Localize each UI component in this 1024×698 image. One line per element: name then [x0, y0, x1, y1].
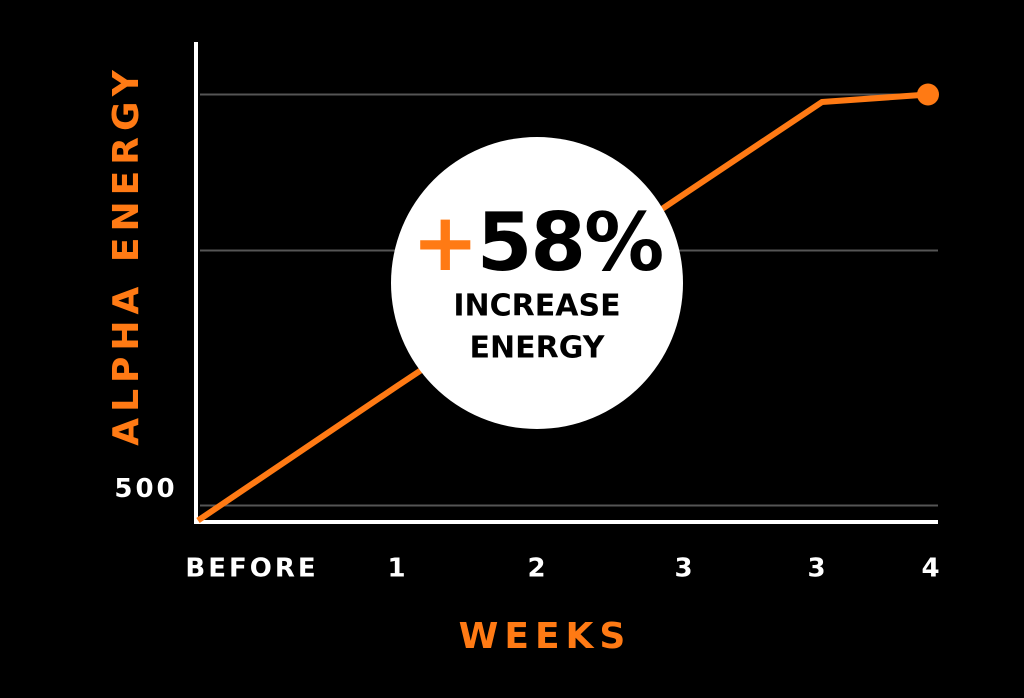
x-tick-label: BEFORE	[185, 554, 318, 584]
x-tick-label: 2	[527, 554, 548, 584]
annotation-line: ENERGY	[470, 331, 606, 366]
end-point	[917, 83, 939, 106]
annotation-value: 58%	[477, 196, 662, 289]
x-axis-title: WEEKS	[459, 616, 632, 657]
annotation-line: INCREASE	[453, 289, 620, 324]
y-axis-title: ALPHA ENERGY	[106, 64, 147, 446]
x-tick-label: 4	[921, 554, 942, 584]
annotation-headline: +58%	[412, 196, 663, 289]
annotation-circle	[391, 137, 683, 429]
x-tick-label: 3	[674, 554, 695, 584]
x-tick-label: 3	[807, 554, 828, 584]
annotation-sign: +	[412, 196, 477, 289]
x-tick-label: 1	[387, 554, 408, 584]
y-tick-label: 500	[114, 474, 177, 504]
